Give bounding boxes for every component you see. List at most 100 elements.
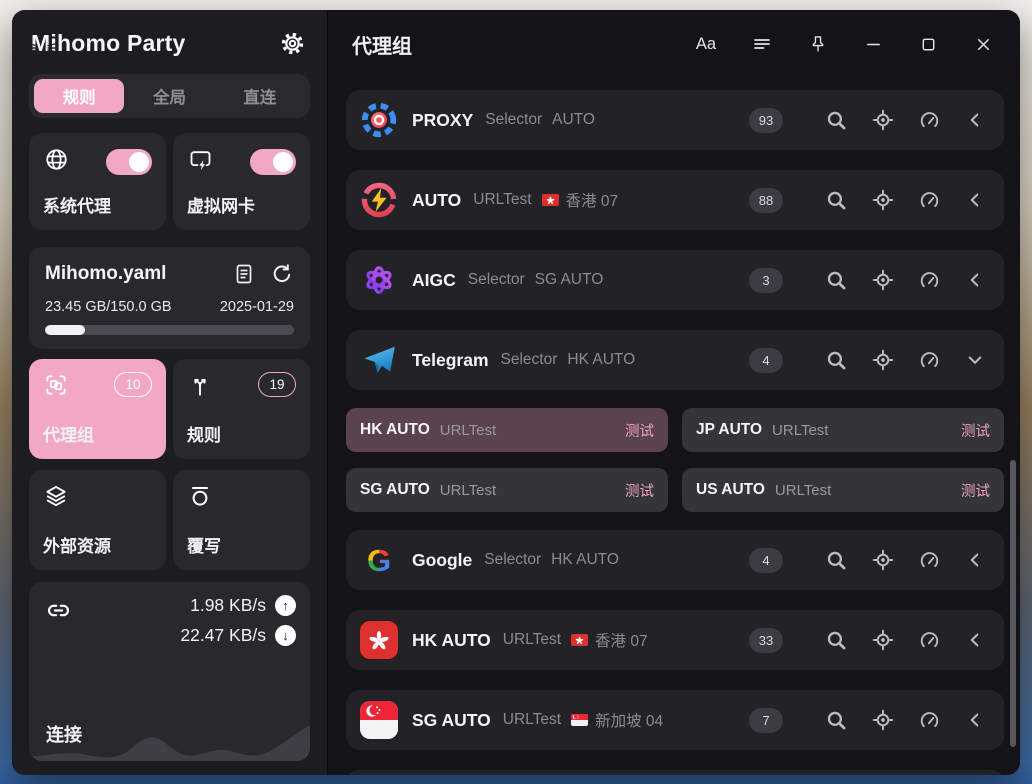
proxy-node-type: URLTest bbox=[439, 421, 497, 439]
group-type: Selector bbox=[484, 551, 542, 568]
proxy-group-card[interactable]: Telegram Selector HK AUTO 4 bbox=[346, 330, 1004, 390]
proxy-group-card[interactable]: PROXY Selector AUTO 93 bbox=[346, 90, 1004, 150]
proxy-node-name: SG AUTO bbox=[360, 481, 430, 498]
profile-refresh-icon[interactable] bbox=[270, 262, 294, 286]
search-icon[interactable] bbox=[822, 626, 850, 654]
locate-node-icon[interactable] bbox=[869, 546, 897, 574]
profile-edit-icon[interactable] bbox=[232, 262, 256, 286]
profile-card[interactable]: Mihomo.yaml bbox=[29, 247, 310, 349]
sidebar-item-proxy-groups[interactable]: 10 代理组 bbox=[29, 359, 166, 459]
delay-test-icon[interactable] bbox=[916, 347, 943, 374]
group-current-node: 香港 07 bbox=[571, 629, 648, 651]
group-type: Selector bbox=[485, 111, 543, 128]
proxy-group-list: PROXY Selector AUTO 93 AUTO URLTest 香港 0… bbox=[328, 74, 1020, 775]
sidebar-header: Mihomo Party bbox=[25, 28, 308, 59]
mode-tab-inactive[interactable]: 直连 bbox=[215, 79, 305, 113]
proxy-group-card[interactable]: AUTO URLTest 香港 07 88 bbox=[346, 170, 1004, 230]
mode-tab-inactive[interactable]: 全局 bbox=[124, 79, 214, 113]
group-logo-proxy-icon bbox=[360, 101, 398, 139]
pin-icon[interactable] bbox=[805, 31, 831, 57]
minimize-button[interactable] bbox=[861, 32, 886, 57]
locate-node-icon[interactable] bbox=[869, 346, 897, 374]
group-type: URLTest bbox=[502, 711, 562, 728]
expand-chevron-left-icon[interactable] bbox=[962, 187, 988, 213]
delay-test-icon[interactable] bbox=[916, 187, 943, 214]
group-current-node: AUTO bbox=[552, 111, 595, 128]
proxy-group-card[interactable]: HK AUTO URLTest 香港 07 33 bbox=[346, 610, 1004, 670]
tun-toggle[interactable] bbox=[250, 149, 296, 175]
profile-name: Mihomo.yaml bbox=[45, 263, 167, 284]
group-logo-aigc-icon bbox=[360, 261, 398, 299]
tun-card[interactable]: 虚拟网卡 bbox=[173, 133, 310, 230]
search-icon[interactable] bbox=[822, 266, 850, 294]
proxy-node-name: JP AUTO bbox=[696, 421, 763, 438]
sort-lines-icon[interactable] bbox=[749, 31, 775, 57]
group-current-node: SG AUTO bbox=[534, 271, 604, 288]
proxy-node-item[interactable]: SG AUTO URLTest 测试 bbox=[346, 468, 668, 512]
group-name: Telegram bbox=[412, 349, 489, 370]
expand-chevron-left-icon[interactable] bbox=[962, 107, 988, 133]
connections-label: 连接 bbox=[46, 725, 82, 745]
group-current-node: 新加坡 04 bbox=[571, 709, 663, 731]
locate-node-icon[interactable] bbox=[869, 706, 897, 734]
system-proxy-card[interactable]: 系统代理 bbox=[29, 133, 166, 230]
delay-test-icon[interactable] bbox=[916, 107, 943, 134]
delay-test-icon[interactable] bbox=[916, 627, 943, 654]
proxy-group-card[interactable]: SG AUTO URLTest 新加坡 04 7 bbox=[346, 690, 1004, 750]
group-logo-hk-icon bbox=[360, 621, 398, 659]
page-title: 代理组 bbox=[352, 35, 412, 58]
group-current-node: 香港 07 bbox=[541, 189, 618, 211]
sidebar-item-rules[interactable]: 19 规则 bbox=[173, 359, 310, 459]
delay-test-icon[interactable] bbox=[916, 707, 943, 734]
globe-icon bbox=[43, 146, 70, 178]
scrollbar-thumb[interactable] bbox=[1010, 460, 1016, 747]
proxy-node-grid: HK AUTO URLTest 测试 JP AUTO URLTest 测试 SG… bbox=[346, 408, 1004, 512]
group-name: AIGC bbox=[412, 269, 456, 290]
group-name: PROXY bbox=[412, 109, 474, 130]
expand-chevron-left-icon[interactable] bbox=[962, 267, 988, 293]
collapse-chevron-down-icon[interactable] bbox=[962, 347, 988, 373]
main-panel: 代理组 Aa bbox=[328, 10, 1020, 775]
sidebar-item-override[interactable]: 覆写 bbox=[173, 470, 310, 570]
tun-device-icon bbox=[187, 146, 214, 178]
proxy-node-delay-test-label: 测试 bbox=[625, 483, 654, 500]
sg-flag-icon bbox=[571, 714, 589, 726]
search-icon[interactable] bbox=[822, 346, 850, 374]
expand-chevron-left-icon[interactable] bbox=[962, 547, 988, 573]
delay-test-icon[interactable] bbox=[916, 267, 943, 294]
search-icon[interactable] bbox=[822, 546, 850, 574]
group-logo-sg-icon bbox=[360, 701, 398, 739]
group-name: SG AUTO bbox=[412, 709, 491, 730]
group-current-node: HK AUTO bbox=[551, 551, 619, 568]
expand-chevron-left-icon[interactable] bbox=[962, 627, 988, 653]
locate-node-icon[interactable] bbox=[869, 106, 897, 134]
maximize-button[interactable] bbox=[916, 32, 941, 57]
group-type: URLTest bbox=[502, 631, 562, 648]
group-node-count-badge: 33 bbox=[749, 627, 783, 653]
proxy-node-item-selected[interactable]: HK AUTO URLTest 测试 bbox=[346, 408, 668, 452]
proxy-node-delay-test-label: 测试 bbox=[625, 423, 654, 440]
delay-test-icon[interactable] bbox=[916, 547, 943, 574]
search-icon[interactable] bbox=[822, 186, 850, 214]
expand-chevron-left-icon[interactable] bbox=[962, 707, 988, 733]
search-icon[interactable] bbox=[822, 106, 850, 134]
proxy-node-item[interactable]: JP AUTO URLTest 测试 bbox=[682, 408, 1004, 452]
profile-expiry: 2025-01-29 bbox=[219, 299, 294, 315]
close-button[interactable] bbox=[971, 32, 996, 57]
sidebar: Mihomo Party 规则 全局 直连 bbox=[12, 10, 328, 775]
sidebar-item-external-resources[interactable]: 外部资源 bbox=[29, 470, 166, 570]
group-type: Selector bbox=[467, 271, 525, 288]
proxy-node-item[interactable]: US AUTO URLTest 测试 bbox=[682, 468, 1004, 512]
proxy-group-card[interactable]: AIGC Selector SG AUTO 3 bbox=[346, 250, 1004, 310]
locate-node-icon[interactable] bbox=[869, 186, 897, 214]
system-proxy-toggle[interactable] bbox=[106, 149, 152, 175]
connections-card[interactable]: 1.98 KB/s ↑ 22.47 KB/s ↓ 连接 bbox=[29, 582, 310, 761]
hk-flag-tile bbox=[360, 621, 398, 659]
settings-gear-icon[interactable] bbox=[277, 28, 308, 59]
text-size-button[interactable]: Aa bbox=[693, 32, 719, 57]
locate-node-icon[interactable] bbox=[869, 626, 897, 654]
proxy-group-card[interactable]: G Google Selector HK AUTO 4 bbox=[346, 530, 1004, 590]
search-icon[interactable] bbox=[822, 706, 850, 734]
locate-node-icon[interactable] bbox=[869, 266, 897, 294]
mode-tab-active[interactable]: 规则 bbox=[34, 79, 125, 113]
